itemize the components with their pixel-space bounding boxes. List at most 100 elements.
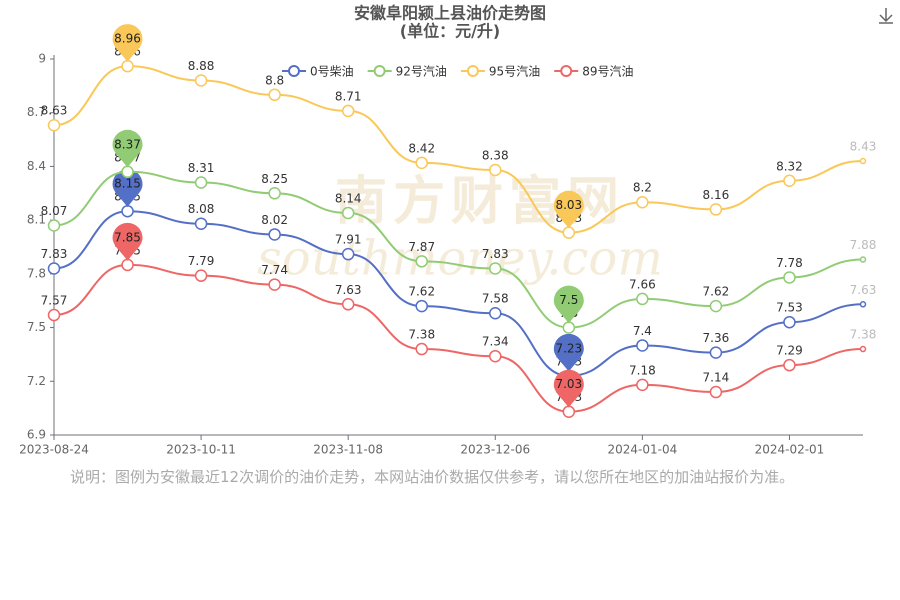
y-tick-label: 7.5 bbox=[27, 320, 46, 334]
data-label: 7.14 bbox=[703, 371, 730, 385]
pin bbox=[553, 333, 584, 372]
point bbox=[415, 156, 428, 170]
point bbox=[783, 358, 796, 372]
point bbox=[636, 339, 649, 352]
point bbox=[709, 346, 723, 359]
x-tick-label: 2024-02-01 bbox=[755, 443, 825, 457]
point bbox=[121, 59, 134, 73]
data-label: 7.53 bbox=[776, 301, 803, 315]
point bbox=[709, 385, 723, 399]
point bbox=[562, 405, 576, 418]
legend-label: 0号柴油 bbox=[310, 65, 354, 79]
pin-label: 7.5 bbox=[559, 293, 578, 307]
legend-label: 92号汽油 bbox=[396, 64, 447, 79]
series-line bbox=[53, 170, 864, 329]
legend-marker bbox=[288, 65, 300, 77]
point bbox=[194, 74, 208, 87]
y-tick-label: 8.4 bbox=[27, 159, 46, 173]
data-label: 7.91 bbox=[335, 233, 362, 247]
data-label: 7.87 bbox=[408, 240, 435, 254]
data-label: 8.42 bbox=[408, 141, 435, 155]
point bbox=[194, 217, 208, 230]
data-label: 8.02 bbox=[261, 213, 288, 227]
point bbox=[859, 157, 867, 165]
point bbox=[783, 271, 796, 284]
data-label: 8.71 bbox=[335, 89, 362, 103]
point bbox=[783, 315, 796, 329]
data-label: 7.4 bbox=[633, 324, 652, 338]
data-label: 7.79 bbox=[188, 254, 215, 268]
legend-label: 89号汽油 bbox=[582, 64, 633, 79]
point bbox=[194, 176, 208, 189]
download-icon[interactable] bbox=[879, 8, 893, 24]
data-label: 8.63 bbox=[41, 104, 68, 118]
pin-label: 8.37 bbox=[114, 137, 141, 151]
data-label: 8.43 bbox=[850, 140, 877, 154]
y-tick-label: 7.2 bbox=[27, 374, 46, 388]
pin bbox=[553, 369, 584, 408]
data-label: 7.63 bbox=[850, 283, 877, 297]
data-label: 7.62 bbox=[408, 285, 435, 299]
point bbox=[341, 247, 355, 261]
y-tick-label: 9 bbox=[38, 52, 46, 66]
point bbox=[489, 163, 502, 177]
data-label: 7.34 bbox=[482, 335, 509, 349]
data-label: 8.38 bbox=[482, 149, 509, 163]
point bbox=[47, 262, 61, 275]
point bbox=[415, 342, 428, 356]
pin-label: 8.15 bbox=[114, 177, 141, 191]
point bbox=[859, 256, 867, 263]
data-label: 7.38 bbox=[408, 328, 435, 342]
point bbox=[47, 308, 61, 322]
pin-label: 7.85 bbox=[114, 230, 141, 244]
data-label: 7.36 bbox=[703, 331, 730, 345]
pin bbox=[112, 129, 143, 168]
data-label: 8.88 bbox=[188, 59, 215, 73]
data-label: 8.31 bbox=[188, 161, 215, 175]
data-label: 8.16 bbox=[703, 188, 730, 202]
legend-marker bbox=[560, 65, 573, 77]
point bbox=[47, 118, 61, 132]
point bbox=[121, 204, 134, 218]
point bbox=[268, 278, 281, 291]
point bbox=[562, 321, 576, 334]
x-tick-label: 2023-08-24 bbox=[19, 443, 89, 457]
data-label: 7.74 bbox=[261, 263, 288, 277]
footnote: 说明：图例为安徽最近12次调价的油价走势，本网站油价数据仅供参考，请以您所在地区… bbox=[70, 468, 795, 486]
chart-title: 安徽阜阳颍上县油价走势图 bbox=[354, 4, 546, 23]
data-label: 7.78 bbox=[776, 256, 803, 270]
data-label: 7.83 bbox=[41, 247, 68, 261]
pin bbox=[553, 285, 584, 324]
point bbox=[859, 301, 867, 308]
point bbox=[415, 299, 428, 313]
data-label: 7.58 bbox=[482, 292, 509, 306]
data-label: 7.38 bbox=[850, 328, 877, 342]
point bbox=[194, 269, 208, 282]
series-line bbox=[53, 263, 864, 413]
data-label: 7.57 bbox=[41, 294, 68, 308]
data-label: 7.63 bbox=[335, 283, 362, 297]
pin-label: 7.03 bbox=[555, 377, 582, 391]
pin bbox=[112, 222, 143, 261]
data-label: 7.66 bbox=[629, 277, 656, 291]
y-tick-label: 8.7 bbox=[27, 105, 46, 119]
data-label: 8.14 bbox=[335, 191, 362, 205]
point bbox=[47, 219, 61, 232]
point bbox=[636, 292, 649, 306]
series-line bbox=[53, 65, 864, 234]
data-label: 8.8 bbox=[265, 73, 284, 87]
download-glyph[interactable] bbox=[879, 8, 893, 24]
pin-label: 8.03 bbox=[555, 198, 582, 212]
point bbox=[636, 378, 649, 392]
point bbox=[489, 306, 502, 320]
point bbox=[783, 174, 796, 188]
point bbox=[121, 165, 134, 179]
y-tick-label: 7.8 bbox=[27, 266, 46, 280]
data-label: 8.07 bbox=[41, 204, 68, 218]
data-label: 7.18 bbox=[629, 363, 656, 377]
data-label: 7.83 bbox=[482, 247, 509, 261]
pin bbox=[553, 190, 584, 229]
pin-label: 8.96 bbox=[114, 32, 141, 46]
